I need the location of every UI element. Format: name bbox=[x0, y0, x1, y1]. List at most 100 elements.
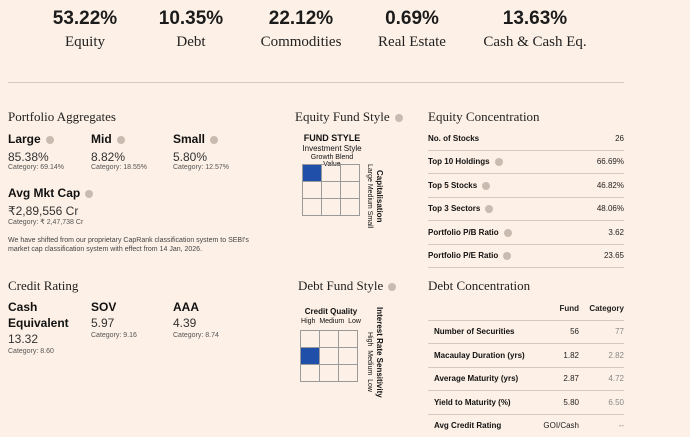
info-icon[interactable] bbox=[85, 189, 94, 198]
debt-concentration-table: Fund Category Number of Securities 56 77 Ma… bbox=[428, 297, 624, 437]
aaa-label: AAA bbox=[173, 300, 199, 314]
debt-style-rows: High Medium Low bbox=[366, 332, 373, 392]
style-cell bbox=[319, 364, 339, 382]
info-icon[interactable] bbox=[45, 135, 54, 144]
style-cell bbox=[321, 198, 341, 216]
style-cell bbox=[300, 347, 320, 365]
avg-mkt-cap-label: Avg Mkt Cap bbox=[8, 186, 94, 200]
aaa-category: Category: 8.74 bbox=[173, 332, 219, 339]
large-value: 85.38% bbox=[8, 150, 49, 164]
table-row: Yield to Maturity (%) 5.80 6.50 bbox=[428, 390, 624, 415]
style-cell bbox=[340, 164, 360, 182]
table-row: Portfolio P/E Ratio 23.65 bbox=[428, 244, 624, 268]
sov-label: SOV bbox=[91, 300, 117, 314]
equity-style-grid bbox=[302, 164, 360, 216]
mid-category: Category: 18.55% bbox=[91, 164, 148, 171]
allocation-pct: 10.35% bbox=[158, 8, 224, 29]
row-value: 66.69% bbox=[575, 150, 624, 174]
table-row: Avg Credit Rating GOI/Cash -- bbox=[428, 414, 624, 437]
allocation-label: Debt bbox=[176, 34, 206, 50]
equity-fund-style-title: Equity Fund Style bbox=[295, 109, 403, 125]
section-divider bbox=[8, 82, 624, 83]
row-value: 23.65 bbox=[575, 244, 624, 268]
cash-label: Cash bbox=[8, 300, 38, 314]
fund-header: Fund bbox=[534, 297, 579, 321]
style-cell bbox=[321, 164, 341, 182]
cash-label-2: Equivalent bbox=[8, 316, 69, 330]
allocation-debt: 10.35% Debt bbox=[146, 8, 236, 51]
row-label: Top 3 Sectors bbox=[428, 197, 576, 221]
style-cell bbox=[300, 330, 320, 348]
info-icon[interactable] bbox=[388, 283, 397, 292]
table-row: No. of Stocks 26 bbox=[428, 127, 624, 151]
info-icon[interactable] bbox=[116, 135, 125, 144]
debt-fund-style-title: Debt Fund Style bbox=[298, 278, 397, 294]
allocation-pct: 53.22% bbox=[52, 8, 118, 29]
allocation-label: Cash & Cash Eq. bbox=[483, 34, 587, 50]
table-row: Macaulay Duration (yrs) 1.82 2.82 bbox=[428, 343, 624, 368]
large-label: Large bbox=[8, 132, 54, 146]
style-cell bbox=[319, 347, 339, 365]
style-cell bbox=[340, 181, 360, 199]
portfolio-aggregates-title: Portfolio Aggregates bbox=[8, 109, 116, 124]
avg-mkt-cap-value: ₹2,89,556 Cr bbox=[8, 204, 79, 218]
row-fund: 5.80 bbox=[534, 390, 579, 415]
style-cell bbox=[321, 181, 341, 199]
info-icon[interactable] bbox=[494, 158, 503, 167]
table-header-row: Fund Category bbox=[428, 297, 624, 321]
row-category: -- bbox=[618, 421, 624, 431]
table-row: Portfolio P/B Ratio 3.62 bbox=[428, 220, 624, 245]
info-icon[interactable] bbox=[482, 181, 491, 190]
cash-value: 13.32 bbox=[8, 332, 39, 346]
style-cell bbox=[302, 198, 322, 216]
style-cell bbox=[302, 181, 322, 199]
row-label: Top 10 Holdings bbox=[428, 150, 576, 174]
credit-quality-columns: High Medium Low bbox=[301, 318, 361, 325]
style-cell bbox=[338, 330, 358, 348]
small-value: 5.80% bbox=[173, 150, 208, 164]
style-cell bbox=[338, 347, 358, 365]
table-row: Top 5 Stocks 46.82% bbox=[428, 173, 624, 198]
classification-note: We have shifted from our proprietary Cap… bbox=[8, 237, 249, 253]
row-value: 48.06% bbox=[575, 197, 624, 221]
style-cell bbox=[302, 164, 322, 182]
row-label: Portfolio P/B Ratio bbox=[428, 220, 576, 245]
row-value: 26 bbox=[575, 127, 624, 151]
info-icon[interactable] bbox=[503, 252, 512, 261]
info-icon[interactable] bbox=[394, 114, 403, 123]
allocation-commodities: 22.12% Commodities bbox=[256, 8, 346, 51]
interest-rate-sensitivity-label: Interest Rate Sensitivity bbox=[375, 307, 384, 398]
row-label: Top 5 Stocks bbox=[428, 173, 576, 198]
allocation-pct: 0.69% bbox=[385, 8, 439, 29]
aaa-value: 4.39 bbox=[173, 316, 197, 330]
table-row: Number of Securities 56 77 bbox=[428, 320, 624, 344]
category-header: Category bbox=[579, 297, 624, 321]
table-row: Average Maturity (yrs) 2.87 4.72 bbox=[428, 367, 624, 391]
row-label: Yield to Maturity (%) bbox=[428, 390, 534, 415]
credit-rating-title: Credit Rating bbox=[8, 278, 79, 293]
allocation-label: Equity bbox=[65, 34, 105, 50]
row-fund: 1.82 bbox=[534, 343, 579, 368]
row-category: 77 bbox=[579, 320, 624, 344]
avg-mkt-cap-category: Category: ₹ 2,47,738 Cr bbox=[8, 219, 84, 226]
row-category: 4.72 bbox=[579, 367, 624, 391]
info-icon[interactable] bbox=[485, 205, 494, 214]
allocation-cash: 13.63% Cash & Cash Eq. bbox=[480, 8, 590, 51]
row-label: Average Maturity (yrs) bbox=[428, 367, 534, 391]
table-row: Top 3 Sectors 48.06% bbox=[428, 197, 624, 221]
style-cell bbox=[338, 364, 358, 382]
sov-value: 5.97 bbox=[91, 316, 115, 330]
info-icon[interactable] bbox=[503, 228, 512, 237]
equity-concentration-table: No. of Stocks 26 Top 10 Holdings 66.69% To… bbox=[428, 127, 624, 268]
cash-category: Category: 8.60 bbox=[8, 348, 54, 355]
row-fund: 2.87 bbox=[534, 367, 579, 391]
style-cell bbox=[319, 330, 339, 348]
info-icon[interactable] bbox=[210, 135, 219, 144]
row-value: 3.62 bbox=[575, 220, 624, 245]
row-label: Portfolio P/E Ratio bbox=[428, 244, 576, 268]
equity-concentration-title: Equity Concentration bbox=[428, 109, 540, 124]
debt-concentration-title: Debt Concentration bbox=[428, 278, 531, 293]
fund-style-box-title: FUND STYLE bbox=[303, 133, 361, 143]
allocation-label: Real Estate bbox=[378, 34, 446, 50]
fund-style-side-label: Capitalisation bbox=[375, 170, 384, 223]
